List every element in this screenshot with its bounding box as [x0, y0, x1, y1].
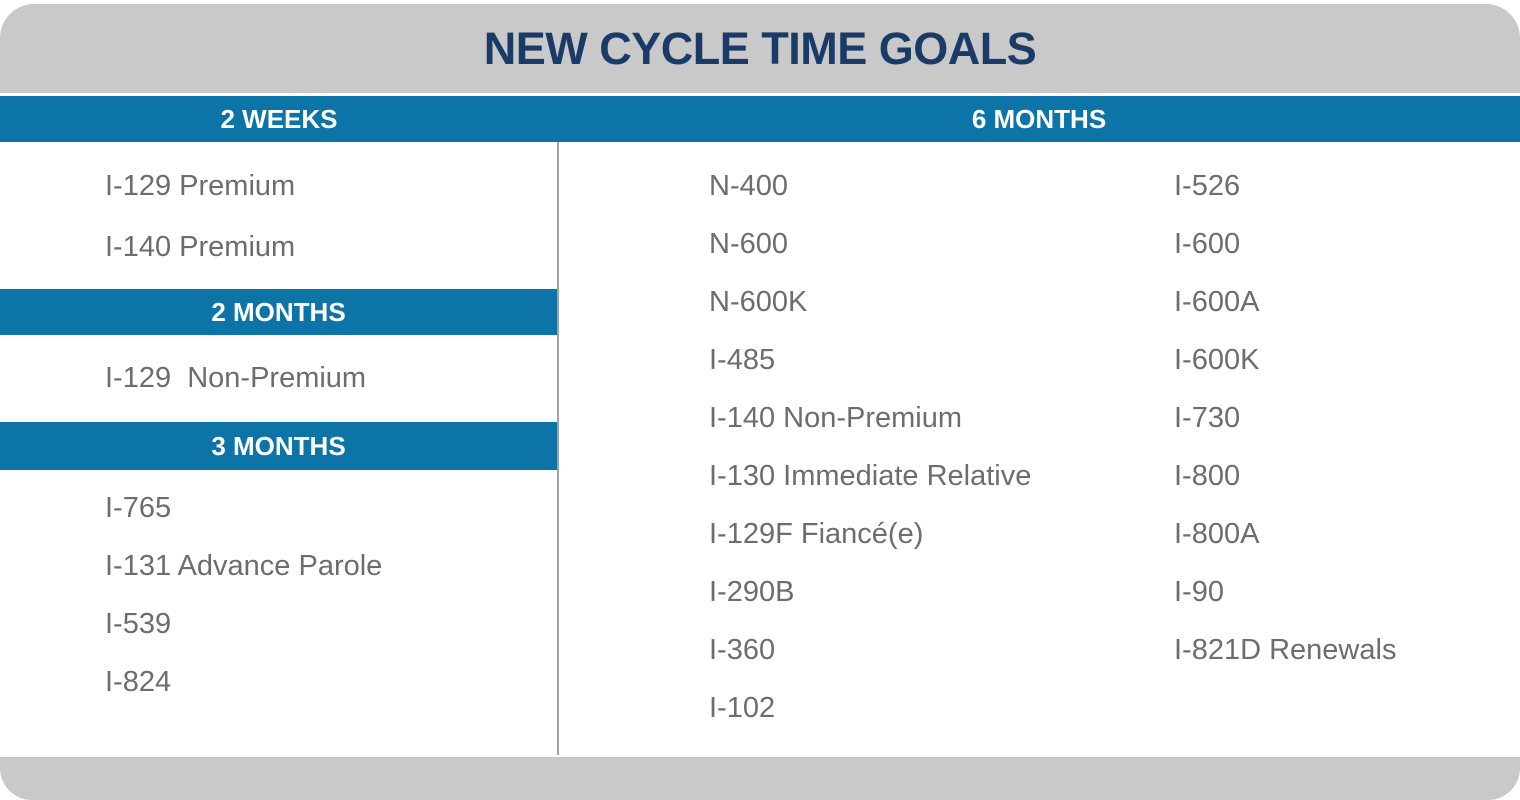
form-item: I-539 — [105, 607, 172, 640]
form-item: I-824 — [105, 665, 172, 698]
six-months-items-col2: I-526 I-600 I-600A I-600K I-730 I-800 I-… — [1174, 157, 1396, 679]
form-item: I-129 Non-Premium — [105, 362, 367, 394]
card-header: NEW CYCLE TIME GOALS — [0, 4, 1520, 93]
form-item: N-400 — [709, 169, 788, 202]
form-item: I-360 — [709, 633, 776, 666]
header-2-months: 2 MONTHS — [0, 289, 557, 335]
column-divider — [557, 142, 559, 755]
form-item: I-485 — [709, 343, 776, 376]
form-item: I-600 — [1174, 227, 1241, 260]
form-item: I-131 Advance Parole — [105, 549, 383, 582]
form-item: N-600 — [709, 227, 788, 260]
form-item: I-129F Fiancé(e) — [709, 517, 924, 550]
card-footer — [0, 757, 1520, 800]
form-item: I-90 — [1174, 575, 1224, 608]
form-item: I-102 — [709, 691, 776, 724]
header-3-months: 3 MONTHS — [0, 422, 557, 470]
form-item: I-821D Renewals — [1174, 633, 1397, 666]
form-item: I-129 Premium — [105, 170, 296, 202]
header-6-months: 6 MONTHS — [971, 103, 1107, 134]
form-item: I-526 — [1174, 169, 1241, 202]
header-2-weeks: 2 WEEKS — [220, 103, 338, 134]
form-item: I-800A — [1174, 517, 1260, 550]
form-item: I-130 Immediate Relative — [709, 459, 1032, 492]
form-item: I-290B — [709, 575, 795, 608]
form-item: I-600K — [1174, 343, 1260, 376]
six-months-items-col1: N-400 N-600 N-600K I-485 I-140 Non-Premi… — [709, 157, 1031, 737]
form-item: N-600K — [709, 285, 808, 318]
three-months-items: I-765 I-131 Advance Parole I-539 I-824 — [105, 479, 382, 711]
form-item: I-600A — [1174, 285, 1260, 318]
form-item: I-730 — [1174, 401, 1241, 434]
form-item: I-800 — [1174, 459, 1241, 492]
two-months-items: I-129 Non-Premium — [105, 348, 366, 409]
two-weeks-items: I-129 Premium I-140 Premium — [105, 156, 295, 278]
page-title: NEW CYCLE TIME GOALS — [483, 22, 1037, 74]
form-item: I-140 Premium — [105, 231, 296, 263]
form-item: I-765 — [105, 491, 172, 524]
time-goal-band — [0, 96, 1520, 142]
form-item: I-140 Non-Premium — [709, 401, 963, 434]
